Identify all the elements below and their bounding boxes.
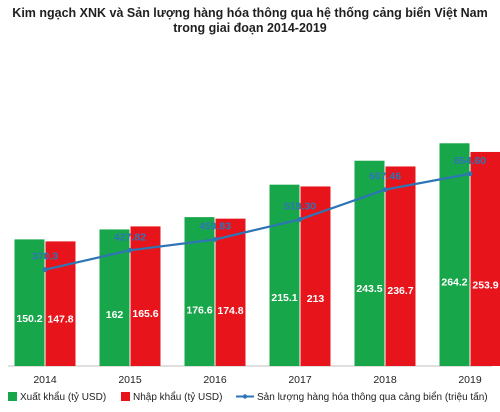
chart-title-line2: trong giai đoạn 2014-2019 — [173, 21, 327, 35]
label-import-2014: 147.8 — [47, 314, 73, 326]
x-tick-2017: 2017 — [288, 374, 312, 386]
chart-title-line1: Kim ngạch XNK và Sản lượng hàng hóa thôn… — [12, 6, 488, 20]
legend-label-export: Xuất khẩu (tỷ USD) — [20, 391, 106, 403]
label-export-2019: 264.2 — [441, 276, 467, 288]
legend-marker-line — [242, 394, 248, 399]
label-throughput-2019: 654.60 — [454, 155, 486, 167]
point-throughput-2017 — [297, 217, 303, 222]
label-throughput-2014: 370.3 — [32, 251, 58, 263]
bar-import-2016 — [215, 218, 246, 366]
chart-title: Kim ngạch XNK và Sản lượng hàng hóa thôn… — [0, 6, 500, 36]
label-export-2018: 243.5 — [356, 283, 382, 295]
legend: Xuất khẩu (tỷ USD) Nhập khẩu (tỷ USD) Sản … — [8, 391, 488, 403]
label-throughput-2017: 519.30 — [284, 200, 316, 212]
bar-export-2019 — [439, 143, 470, 366]
label-export-2015: 162 — [106, 309, 124, 321]
legend-swatch-export — [8, 392, 17, 401]
label-export-2017: 215.1 — [271, 292, 297, 304]
label-throughput-2015: 427.82 — [114, 231, 146, 243]
bar-export-2014 — [14, 239, 45, 366]
point-throughput-2019 — [467, 171, 473, 177]
bar-export-2017 — [269, 184, 300, 366]
bar-import-2019 — [470, 151, 500, 366]
label-import-2017: 213 — [307, 293, 325, 305]
label-export-2014: 150.2 — [16, 313, 42, 325]
x-tick-2014: 2014 — [33, 374, 57, 386]
bar-import-2014 — [45, 241, 76, 366]
label-import-2015: 165.6 — [132, 308, 158, 320]
bars-group: 150.2 147.8 162 165.6 176.6 174.8 215.1 213 243.… — [14, 143, 500, 366]
label-import-2019: 253.9 — [472, 280, 498, 292]
bar-export-2015 — [99, 229, 130, 366]
x-tick-labels: 2014 2015 2016 2017 2018 2019 — [33, 374, 482, 386]
point-throughput-2018 — [382, 187, 388, 193]
label-import-2016: 174.8 — [217, 305, 243, 317]
x-tick-2019: 2019 — [458, 374, 482, 386]
point-throughput-2015 — [127, 247, 133, 253]
label-throughput-2016: 459.83 — [199, 220, 231, 232]
line-throughput — [44, 172, 471, 271]
legend-label-import: Nhập khẩu (tỷ USD) — [133, 391, 222, 403]
x-tick-2015: 2015 — [118, 374, 142, 386]
line-series-group: 370.3 427.82 459.83 519.30 607.46 654.60 — [32, 155, 486, 273]
x-tick-2016: 2016 — [203, 374, 227, 386]
x-tick-2018: 2018 — [373, 374, 397, 386]
point-throughput-2016 — [212, 237, 218, 242]
bar-import-2018 — [385, 166, 416, 366]
legend-swatch-import — [121, 392, 130, 401]
label-import-2018: 236.7 — [387, 285, 413, 297]
point-throughput-2014 — [42, 267, 48, 273]
label-export-2016: 176.6 — [186, 304, 212, 316]
label-throughput-2018: 607.46 — [369, 171, 401, 183]
legend-label-line: Sản lượng hàng hóa thông qua cảng biển (… — [257, 391, 488, 403]
